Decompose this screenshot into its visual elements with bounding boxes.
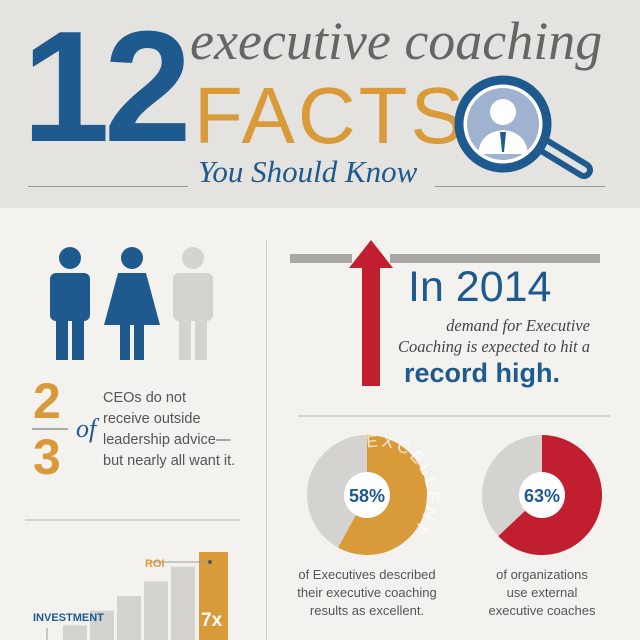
man-icon [50, 247, 90, 360]
fraction-denominator: 3 [33, 429, 61, 485]
text-line: executive coaches [488, 603, 596, 618]
donut-label: 58% [349, 486, 385, 506]
text-line: leadership advice— [103, 432, 231, 448]
text-line: of organizations [496, 567, 588, 582]
roi-bar [199, 552, 228, 640]
donut-hole [519, 472, 565, 518]
header-number: 12 [22, 0, 192, 175]
roi-multiplier: 7x [201, 610, 223, 631]
donut-caption: of Executives described their executive … [282, 566, 452, 620]
fraction-bar [32, 428, 68, 430]
divider [28, 186, 188, 187]
fraction-of: of [76, 414, 97, 443]
text-line: results as excellent. [309, 603, 425, 618]
roi-label: ROI [145, 558, 165, 570]
demand-year: In 2014 [408, 263, 552, 311]
text-line: of Executives described [298, 567, 436, 582]
text-line: receive outside [103, 411, 201, 427]
woman-icon [104, 247, 160, 360]
donut-hole [344, 472, 390, 518]
magnifier-businessman-icon [454, 75, 593, 179]
divider [435, 186, 605, 187]
header-facts: FACTS [194, 71, 467, 160]
roi-bar-chart: ROI INVESTMENT 7x [33, 552, 228, 640]
text-line: demand for Executive [446, 316, 590, 335]
text-line: but nearly all want it. [103, 453, 236, 469]
header-title: executive coaching [190, 11, 603, 71]
man-icon [173, 247, 213, 360]
investment-bar [117, 596, 141, 640]
donut-label: 63% [524, 486, 560, 506]
ceo-text: CEOs do not receive outside leadership a… [103, 388, 235, 472]
investment-bar [171, 566, 195, 640]
text-line: CEOs do not [103, 390, 187, 406]
text-line: their executive coaching [297, 585, 437, 600]
donut-0: 58% [307, 435, 427, 555]
demand-text: demand for Executive Coaching is expecte… [380, 315, 590, 357]
donut-caption: of organizations use external executive … [457, 566, 627, 620]
text-line: Coaching is expected to hit a [398, 337, 590, 356]
divider [25, 519, 240, 521]
column-divider [266, 240, 267, 640]
record-bar [290, 254, 352, 263]
donut-1: 63% [482, 435, 602, 555]
fraction-numerator: 2 [33, 373, 61, 429]
donut-charts: 58% 63% EXCELLENT [307, 431, 602, 555]
divider [298, 415, 610, 417]
investment-bar [144, 581, 168, 640]
people-icons [50, 247, 213, 360]
investment-label: INVESTMENT [33, 612, 104, 624]
record-bar [390, 254, 600, 263]
text-line: use external [506, 585, 578, 600]
investment-bar [63, 625, 87, 640]
roi-leader-dot [208, 560, 212, 564]
header-subtitle: You Should Know [198, 154, 418, 189]
investment-bar [90, 610, 114, 640]
up-arrow-icon [349, 240, 393, 386]
demand-highlight: record high. [404, 358, 561, 388]
